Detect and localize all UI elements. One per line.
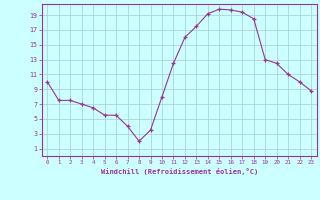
X-axis label: Windchill (Refroidissement éolien,°C): Windchill (Refroidissement éolien,°C) (100, 168, 258, 175)
